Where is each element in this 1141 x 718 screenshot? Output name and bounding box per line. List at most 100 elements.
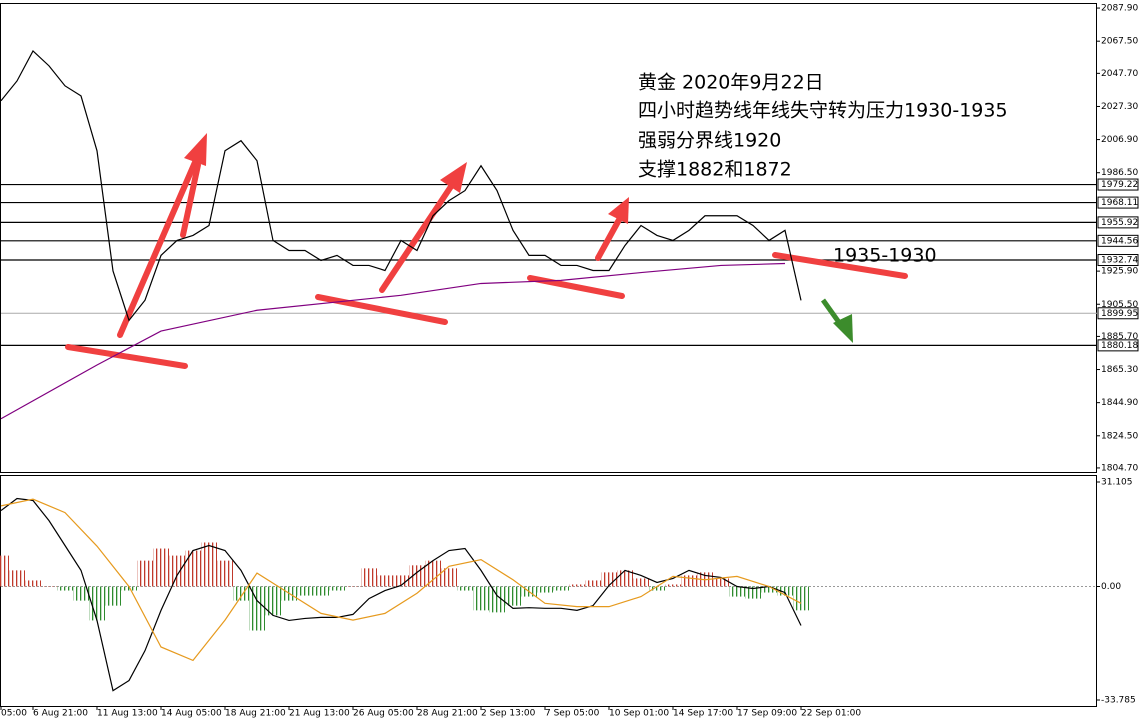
macd-histogram-bar	[137, 560, 153, 587]
macd-histogram-bar	[0, 555, 9, 587]
level-label: 1955.92	[1101, 218, 1138, 228]
x-tick-label: 7 Sep 05:00	[545, 709, 600, 718]
x-tick-label: 22 Sep 01:00	[801, 709, 861, 718]
y-tick-label: 1905.50	[1101, 300, 1138, 310]
macd-histogram-bar	[553, 586, 569, 591]
macd-histogram-bar	[121, 586, 137, 591]
annotation: 支撑1882和1872	[638, 159, 792, 181]
macd-histogram-bar	[777, 586, 793, 596]
level-label-box	[1097, 234, 1139, 247]
x-tick-label: 14 Sep 17:00	[673, 709, 733, 718]
annotation: 四小时趋势线年线失守转为压力1930-1935	[638, 100, 1008, 122]
x-tick-label: 21 Aug 13:00	[289, 709, 350, 718]
up-arrow-shaft	[595, 215, 623, 261]
current-price-label: 1899.95	[1101, 309, 1138, 319]
price-line	[0, 262, 786, 420]
annotation: 黄金 2020年9月22日	[638, 72, 824, 94]
arrow-head	[440, 162, 467, 193]
macd-histogram-bar	[745, 586, 761, 599]
annotation: 强弱分界线1920	[638, 130, 781, 152]
signal-line	[0, 498, 802, 662]
macd-panel-frame	[0, 475, 1097, 707]
up-arrow-shaft	[180, 162, 201, 238]
macd-histogram-bar	[9, 570, 25, 587]
level-label-box	[1097, 254, 1139, 267]
x-tick-label: 18 Aug 21:00	[225, 709, 286, 718]
macd-histogram-bar	[713, 578, 729, 587]
y-tick-label: 2067.50	[1101, 37, 1138, 47]
arrow-head	[608, 197, 629, 224]
x-tick-label: 26 Aug 05:00	[353, 709, 414, 718]
x-tick-label: 05:00	[1, 709, 27, 718]
macd-histogram-bar	[601, 572, 617, 587]
y-tick-label: 2087.90	[1101, 4, 1138, 14]
y-tick-label: 31.105	[1101, 477, 1133, 487]
macd-histogram-bar	[665, 584, 681, 587]
macd-histogram-bar	[57, 586, 73, 591]
y-tick-label: 0.00	[1101, 582, 1121, 592]
macd-histogram-bar	[729, 586, 745, 597]
y-tick-label: -33.785	[1101, 696, 1136, 706]
macd-histogram-bar	[681, 575, 697, 587]
macd-histogram-bar	[73, 586, 89, 601]
macd-histogram-bar	[377, 575, 393, 587]
macd-histogram-bar	[617, 570, 633, 587]
macd-histogram-bar	[409, 565, 425, 587]
level-label-box	[1097, 339, 1139, 352]
macd-histogram-bar	[169, 555, 185, 587]
macd-histogram-bar	[313, 586, 329, 596]
macd-histogram-bar	[649, 586, 665, 591]
level-label: 1932.74	[1101, 256, 1138, 266]
y-tick-label: 1844.90	[1101, 398, 1138, 408]
up-arrow-shaft	[117, 157, 199, 338]
macd-histogram-bar	[25, 580, 41, 587]
level-label-box	[1097, 178, 1139, 191]
x-tick-label: 17 Sep 09:00	[737, 709, 797, 718]
x-tick-label: 28 Aug 21:00	[417, 709, 478, 718]
y-tick-label: 1885.70	[1101, 332, 1138, 342]
macd-histogram-bar	[537, 586, 553, 593]
annotation: 1935-1930	[833, 245, 937, 267]
current-price-box	[1097, 307, 1139, 320]
x-tick-label: 2 Sep 13:00	[481, 709, 536, 718]
y-tick-label: 1824.50	[1101, 431, 1138, 441]
up-arrow-shaft	[379, 182, 455, 293]
y-tick-label: 2047.70	[1101, 69, 1138, 79]
x-tick-label: 11 Aug 13:00	[97, 709, 158, 718]
macd-histogram-bar	[201, 542, 217, 587]
macd-histogram-bar	[569, 584, 585, 587]
level-label: 1979.22	[1101, 180, 1138, 190]
y-tick-label: 1804.70	[1101, 463, 1138, 473]
x-tick-label: 10 Sep 01:00	[609, 709, 669, 718]
y-tick-label: 1986.50	[1101, 168, 1138, 178]
x-tick-label: 6 Aug 21:00	[33, 709, 88, 718]
macd-histogram-bar	[393, 575, 409, 587]
level-label: 1968.11	[1101, 198, 1138, 208]
macd-histogram-bar	[329, 586, 345, 591]
x-tick-label: 14 Aug 05:00	[161, 709, 222, 718]
macd-histogram-bar	[361, 568, 377, 587]
y-tick-label: 1865.30	[1101, 365, 1138, 375]
level-label-box	[1097, 196, 1139, 209]
macd-histogram-bar	[457, 586, 473, 591]
level-label: 1944.56	[1101, 236, 1138, 246]
y-tick-label: 1925.90	[1101, 267, 1138, 277]
level-label-box	[1097, 216, 1139, 229]
price-line	[0, 49, 802, 322]
macd-histogram-bar	[425, 560, 441, 587]
resistance-stroke	[772, 252, 908, 279]
macd-histogram-bar	[41, 586, 57, 587]
macd-histogram-bar	[185, 550, 201, 587]
support-stroke	[65, 344, 188, 369]
price-panel-frame	[0, 3, 1097, 473]
arrow-head	[833, 314, 853, 343]
macd-histogram-bar	[761, 586, 777, 593]
arrow-head	[184, 133, 207, 166]
macd-histogram-bar	[489, 586, 505, 613]
macd-histogram-bar	[89, 586, 105, 621]
macd-histogram-bar	[441, 568, 457, 587]
macd-histogram-bar	[633, 578, 649, 587]
macd-histogram-bar	[249, 586, 265, 631]
level-label: 1880.18	[1101, 341, 1138, 351]
